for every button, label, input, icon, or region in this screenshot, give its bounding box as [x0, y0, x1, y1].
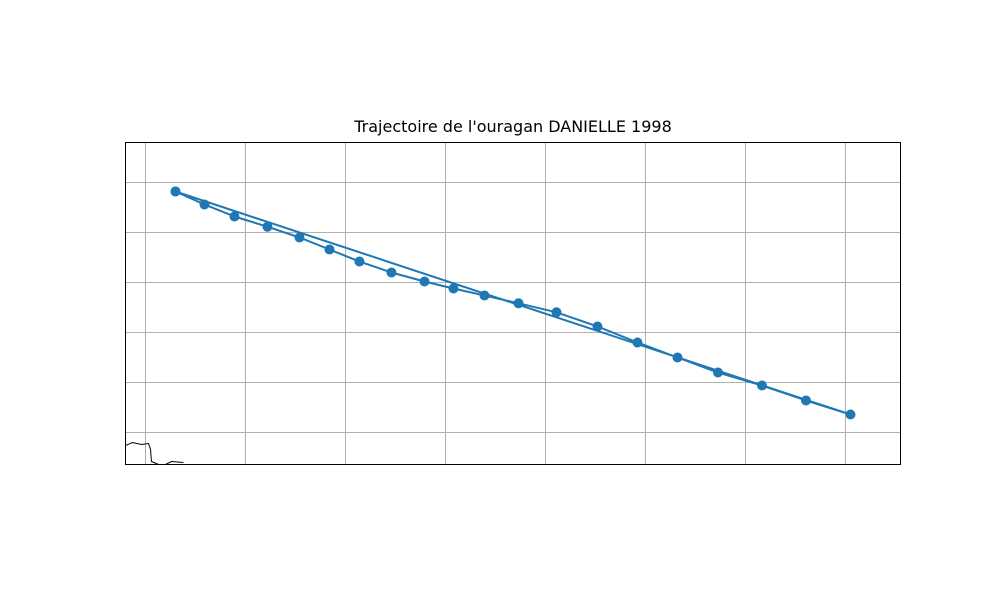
track-point: [448, 283, 459, 294]
coastline-segment: [165, 460, 184, 465]
track-point: [757, 380, 768, 391]
track-point: [672, 352, 683, 363]
track-point: [513, 298, 524, 309]
plot-title: Trajectoire de l'ouragan DANIELLE 1998: [354, 117, 672, 136]
coastline: [125, 441, 184, 465]
track-point: [170, 186, 181, 197]
track-point: [386, 267, 397, 278]
coastline-segment: [125, 441, 159, 465]
track-point: [199, 199, 210, 210]
track-point: [551, 307, 562, 318]
grid-lines: [125, 142, 901, 465]
track-point: [294, 232, 305, 243]
track-point: [712, 367, 723, 378]
track-point: [419, 276, 430, 287]
track-point: [632, 337, 643, 348]
track-point: [801, 395, 812, 406]
track-point: [354, 256, 365, 267]
track-point: [262, 221, 273, 232]
hurricane-track: [170, 186, 856, 420]
track-point: [324, 244, 335, 255]
track-point: [845, 409, 856, 420]
track-point: [592, 321, 603, 332]
map-frame: [125, 142, 901, 465]
track-point: [479, 290, 490, 301]
track-line: [175, 190, 852, 416]
track-point: [229, 211, 240, 222]
